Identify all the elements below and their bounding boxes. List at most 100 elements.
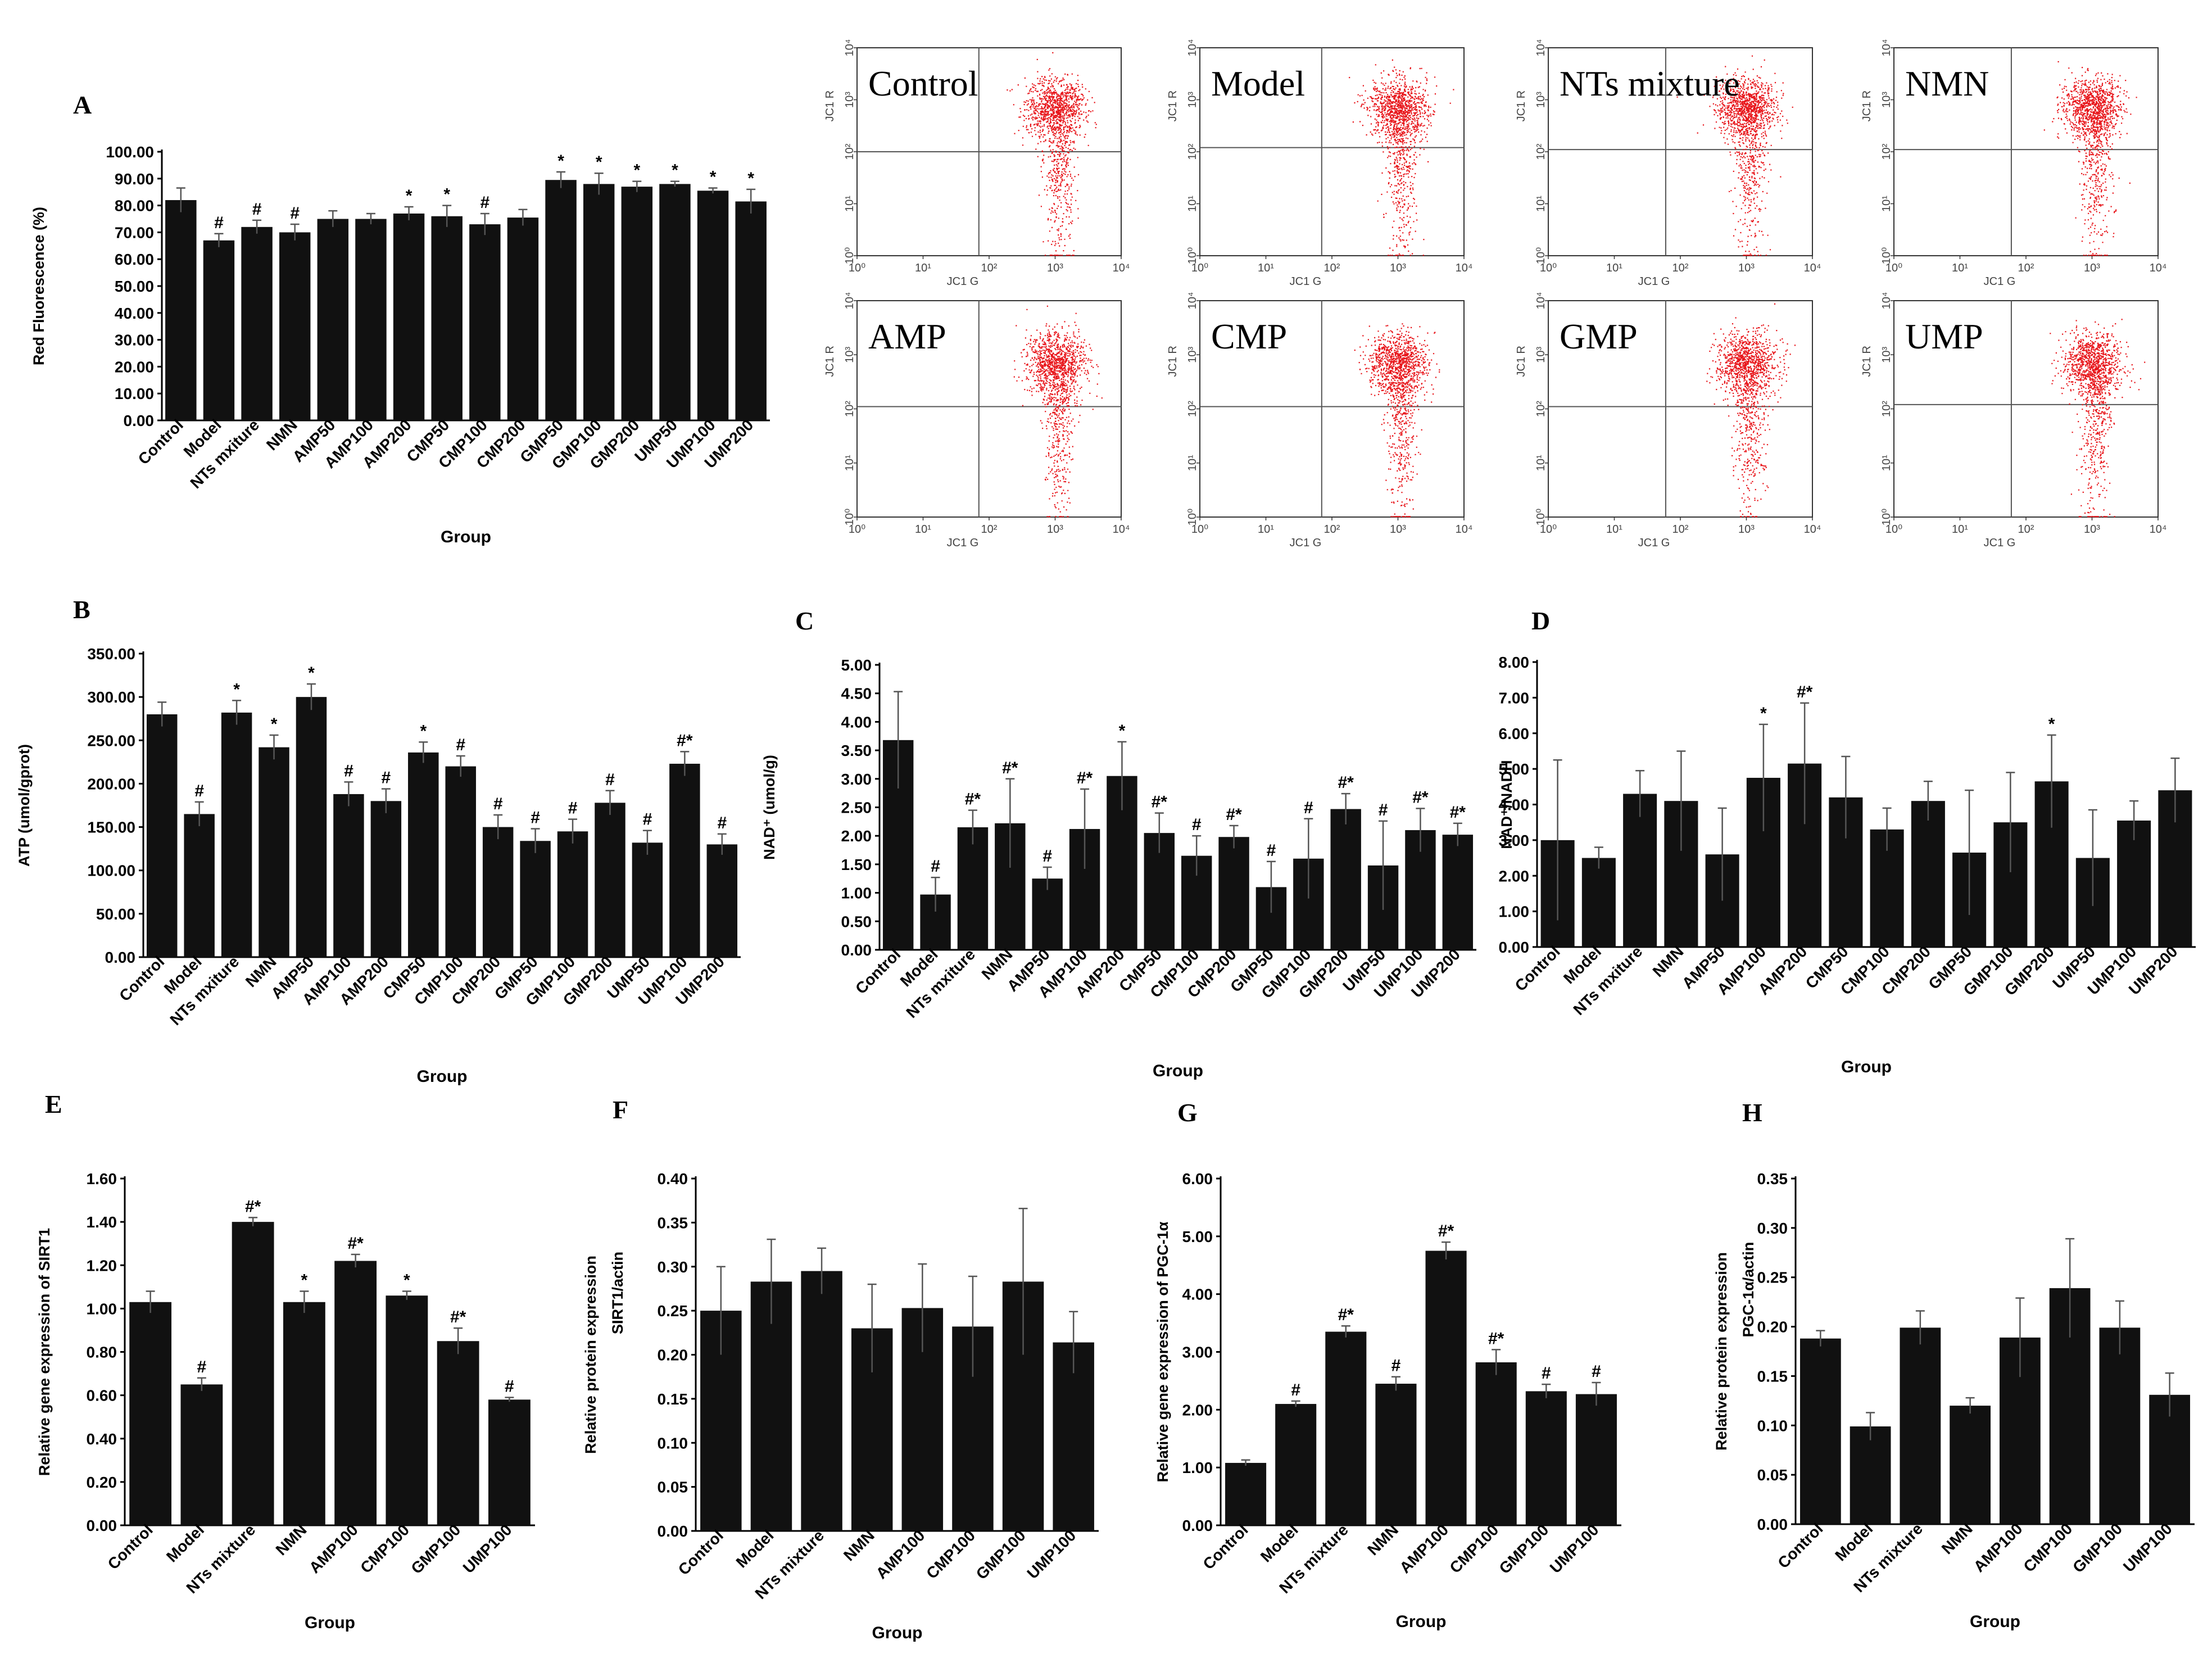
bar: [259, 747, 289, 957]
y-tick-label: 5.00: [1499, 760, 1530, 778]
bar: [488, 1399, 531, 1525]
bar: [1475, 1362, 1517, 1525]
significance-marker: #: [1267, 841, 1276, 860]
significance-marker: *: [308, 664, 315, 682]
y-tick-label: 100.00: [87, 862, 135, 880]
panel-label-g: G: [1177, 1098, 1198, 1127]
y-tick-label: 1.00: [1182, 1459, 1213, 1476]
y-tick-label: 0.15: [1757, 1367, 1788, 1385]
x-tick-label: 10¹: [915, 262, 931, 274]
significance-marker: #: [1391, 1357, 1401, 1375]
y-tick-label: 1.60: [87, 1170, 117, 1188]
y-tick-label: 0.00: [87, 1517, 117, 1534]
y-tick-label: 5.00: [1182, 1228, 1213, 1245]
significance-marker: *: [596, 153, 602, 171]
y-tick-label: 300.00: [87, 688, 135, 706]
bar-chart-b-atp: 0.00 50.00 100.00 150.00 200.00 250.00 300.00 3…: [16, 645, 741, 1086]
event-dots: [1013, 305, 1103, 518]
bar: [507, 217, 539, 420]
y-axis-title: JC1 R: [1167, 90, 1179, 122]
bar: [1275, 1404, 1317, 1525]
y-axis-title: Relative gene expression of PGC-1α: [1154, 1221, 1171, 1482]
panel-label-a: A: [73, 90, 92, 119]
y-tick-label: 10³: [844, 346, 856, 362]
significance-marker: #: [1291, 1381, 1300, 1399]
bar: [595, 803, 625, 957]
event-dot-cloud: [1013, 305, 1103, 518]
x-axis-title: JC1 G: [1638, 537, 1670, 549]
bar: [232, 1222, 274, 1525]
y-tick-label: 10²: [1535, 143, 1547, 160]
y-tick-label: 250.00: [87, 732, 135, 749]
y-tick-label: 4.00: [1182, 1286, 1213, 1303]
y-axis-title-secondary: SIRT1/actin: [609, 1252, 626, 1334]
y-tick-label: 0.20: [658, 1347, 688, 1364]
bar: [697, 191, 729, 420]
significance-marker: #*: [1450, 803, 1466, 822]
bar: [1799, 1338, 1841, 1524]
bar: [129, 1302, 172, 1525]
y-tick-label: 10⁴: [1535, 39, 1547, 57]
significance-marker: *: [271, 715, 278, 733]
x-tick-label: 10⁴: [1456, 523, 1473, 536]
x-axis-title: Group: [305, 1614, 355, 1632]
y-axis-title: Red Fluorescence (%): [30, 207, 47, 365]
x-tick-label: 10⁰: [1191, 262, 1208, 274]
y-axis-title: NAD⁺/NADH: [1498, 760, 1515, 849]
flow-plot-title: Model: [1211, 64, 1305, 103]
significance-marker: #*: [677, 731, 693, 750]
significance-marker: #*: [1338, 1306, 1354, 1324]
bar: [445, 766, 476, 957]
significance-marker: *: [2048, 715, 2055, 733]
y-tick-label: 20.00: [115, 358, 154, 375]
x-axis-title: JC1 G: [1984, 275, 2016, 288]
y-axis-title: JC1 R: [1861, 346, 1873, 377]
y-tick-label: 5.00: [841, 656, 872, 674]
x-tick-label: 10⁰: [1540, 262, 1557, 274]
y-tick-label: 10¹: [1535, 196, 1547, 212]
bar: [801, 1271, 842, 1531]
bar: [1032, 878, 1063, 950]
y-tick-label: 0.60: [87, 1387, 117, 1404]
bar: [317, 219, 349, 420]
significance-marker: #: [1379, 801, 1388, 819]
event-dot-cloud: [2050, 319, 2146, 518]
x-tick-label: 10³: [1738, 523, 1755, 536]
significance-marker: #*: [1077, 769, 1093, 787]
significance-marker: *: [747, 169, 754, 188]
y-tick-label: 10¹: [1186, 455, 1199, 471]
significance-marker: #: [1042, 847, 1052, 866]
x-tick-label: 10¹: [1258, 262, 1274, 274]
y-axis-title-secondary: PGC-1α/actin: [1740, 1242, 1757, 1338]
y-tick-label: 1.50: [841, 856, 872, 873]
event-dots: [1354, 323, 1440, 518]
significance-marker: #*: [347, 1234, 364, 1253]
x-tick-label: 10⁰: [1885, 262, 1902, 274]
y-tick-label: 0.25: [1757, 1269, 1788, 1286]
x-axis-title: Group: [872, 1624, 923, 1642]
event-dot-cloud: [2043, 61, 2137, 256]
y-tick-label: 10¹: [1880, 455, 1893, 471]
panel-label-b: B: [73, 595, 90, 624]
bar: [203, 240, 235, 420]
significance-marker: *: [557, 152, 564, 170]
y-tick-label: 10.00: [115, 385, 154, 402]
bar: [1525, 1391, 1567, 1525]
significance-marker: *: [672, 161, 678, 180]
panel-label-f: F: [613, 1095, 628, 1124]
x-tick-label: 10⁰: [1885, 523, 1902, 536]
x-tick-label: 10²: [2018, 523, 2034, 536]
y-axis-title: JC1 R: [824, 90, 836, 122]
x-tick-label: 10²: [981, 523, 998, 536]
y-tick-label: 60.00: [115, 251, 154, 268]
bar: [482, 827, 514, 957]
y-tick-label: 1.00: [87, 1300, 117, 1317]
bar: [283, 1302, 325, 1525]
y-tick-label: 2.00: [1182, 1401, 1213, 1419]
y-tick-label: 2.50: [841, 799, 872, 817]
event-dots: [2050, 319, 2146, 518]
y-tick-label: 30.00: [115, 332, 154, 349]
